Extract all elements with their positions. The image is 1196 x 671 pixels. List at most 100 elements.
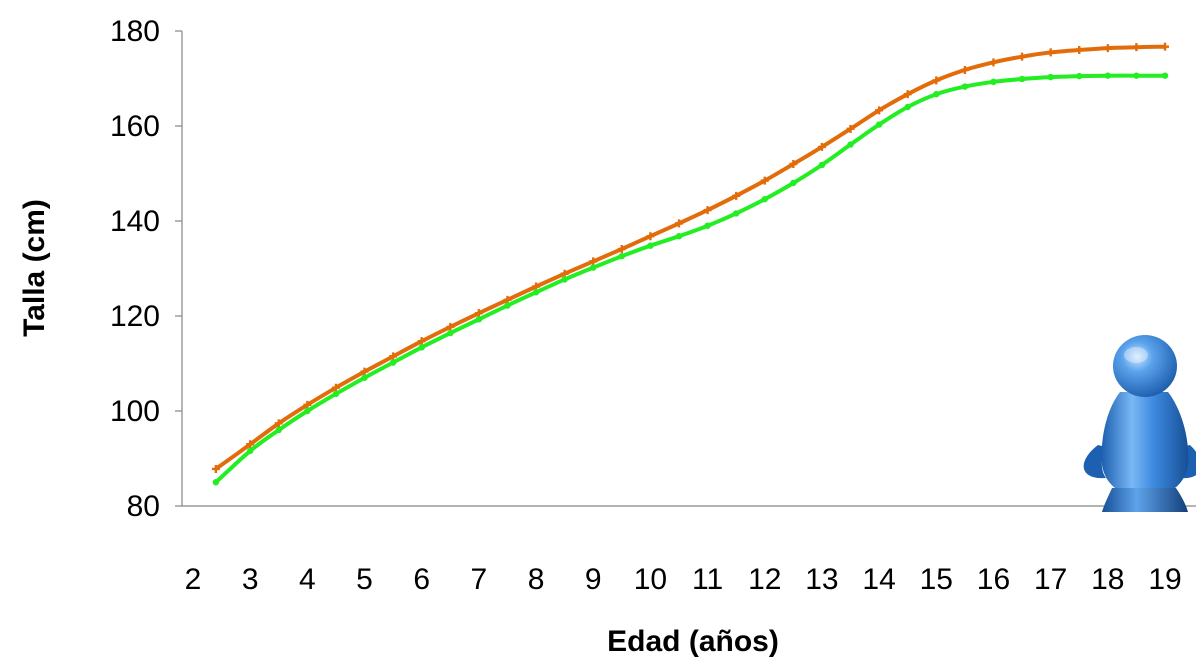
x-tick-label: 8 (528, 563, 545, 596)
x-tick-labels: 2 3 4 5 6 7 8 9 10 11 12 13 14 15 16 17 18 19 (185, 563, 1182, 596)
data-point (760, 176, 769, 185)
data-point (875, 106, 884, 115)
data-point (246, 447, 254, 455)
series-2-line (213, 73, 1167, 485)
data-point (933, 90, 940, 98)
x-tick-label: 17 (1034, 563, 1067, 596)
data-point (932, 76, 941, 85)
data-point (847, 141, 854, 148)
x-tick-label: 10 (634, 563, 667, 596)
data-point (447, 329, 454, 337)
data-point (475, 316, 483, 323)
data-point (212, 479, 220, 486)
x-axis-title: Edad (años) (607, 625, 779, 658)
data-point (989, 58, 998, 67)
data-point (1076, 72, 1083, 80)
series-1-line (213, 44, 1167, 471)
data-point (1018, 75, 1026, 83)
y-tick-label: 140 (110, 205, 160, 238)
data-point (1161, 42, 1169, 51)
data-point (903, 90, 912, 99)
data-point (1018, 52, 1027, 61)
y-tick-label: 160 (110, 110, 160, 143)
data-point (646, 232, 655, 241)
data-point (818, 161, 826, 169)
axes (175, 30, 1196, 507)
data-point (1132, 43, 1141, 52)
data-point (1103, 44, 1112, 53)
y-tick-labels: 80 100 120 140 160 180 (110, 15, 160, 523)
data-point (704, 222, 711, 229)
x-tick-label: 19 (1148, 563, 1181, 596)
x-tick-label: 3 (242, 563, 259, 596)
data-point (211, 464, 220, 473)
series-2 (212, 72, 1169, 486)
y-tick-label: 100 (110, 395, 160, 428)
data-point (675, 233, 683, 240)
x-tick-label: 12 (748, 563, 781, 596)
data-point (360, 367, 369, 376)
data-point (275, 426, 282, 434)
data-point (846, 124, 855, 133)
data-point (246, 440, 255, 449)
x-tick-label: 4 (299, 563, 316, 596)
data-point (474, 309, 483, 318)
x-tick-label: 15 (920, 563, 953, 596)
y-tick-label: 80 (127, 490, 160, 523)
x-tick-label: 2 (185, 563, 202, 596)
y-tick-label: 180 (110, 15, 160, 48)
data-point (789, 160, 798, 168)
data-point (961, 83, 969, 90)
user-figure-icon (1083, 335, 1196, 512)
data-point (1047, 73, 1054, 81)
data-point (732, 210, 740, 217)
x-tick-label: 11 (692, 563, 723, 596)
data-point (504, 302, 511, 309)
y-tick-marks (175, 30, 182, 507)
series-layer (211, 42, 1169, 486)
data-point (417, 337, 426, 346)
data-point (418, 344, 425, 351)
data-point (331, 383, 340, 392)
data-point (647, 242, 654, 249)
x-tick-label: 5 (356, 563, 373, 596)
data-point (875, 121, 883, 128)
data-point (732, 191, 741, 200)
data-point (389, 352, 398, 361)
x-tick-label: 16 (977, 563, 1010, 596)
data-point (1104, 72, 1112, 79)
data-point (561, 276, 568, 283)
data-point (675, 219, 683, 228)
data-point (590, 264, 597, 271)
data-point (904, 103, 911, 111)
data-point (303, 400, 312, 409)
x-tick-label: 18 (1091, 563, 1124, 596)
data-point (589, 257, 598, 266)
y-tick-label: 120 (110, 300, 160, 333)
x-tick-label: 14 (862, 563, 895, 596)
data-point (1046, 48, 1055, 57)
data-point (304, 407, 311, 415)
x-tick-label: 9 (585, 563, 602, 596)
data-point (817, 142, 826, 151)
data-point (532, 289, 540, 296)
data-point (990, 78, 997, 86)
data-point (761, 195, 768, 203)
data-point (274, 419, 283, 428)
data-point (790, 179, 797, 187)
data-point (361, 374, 368, 381)
x-tick-label: 6 (413, 563, 430, 596)
x-tick-label: 7 (471, 563, 488, 596)
data-point (703, 206, 712, 215)
data-point (446, 322, 455, 331)
data-point (1161, 72, 1169, 79)
data-point (332, 390, 340, 398)
series-1 (211, 42, 1169, 473)
x-tick-label: 13 (805, 563, 838, 596)
data-point (1075, 46, 1084, 54)
data-point (618, 252, 626, 260)
data-point (617, 245, 626, 254)
data-point (389, 359, 397, 366)
